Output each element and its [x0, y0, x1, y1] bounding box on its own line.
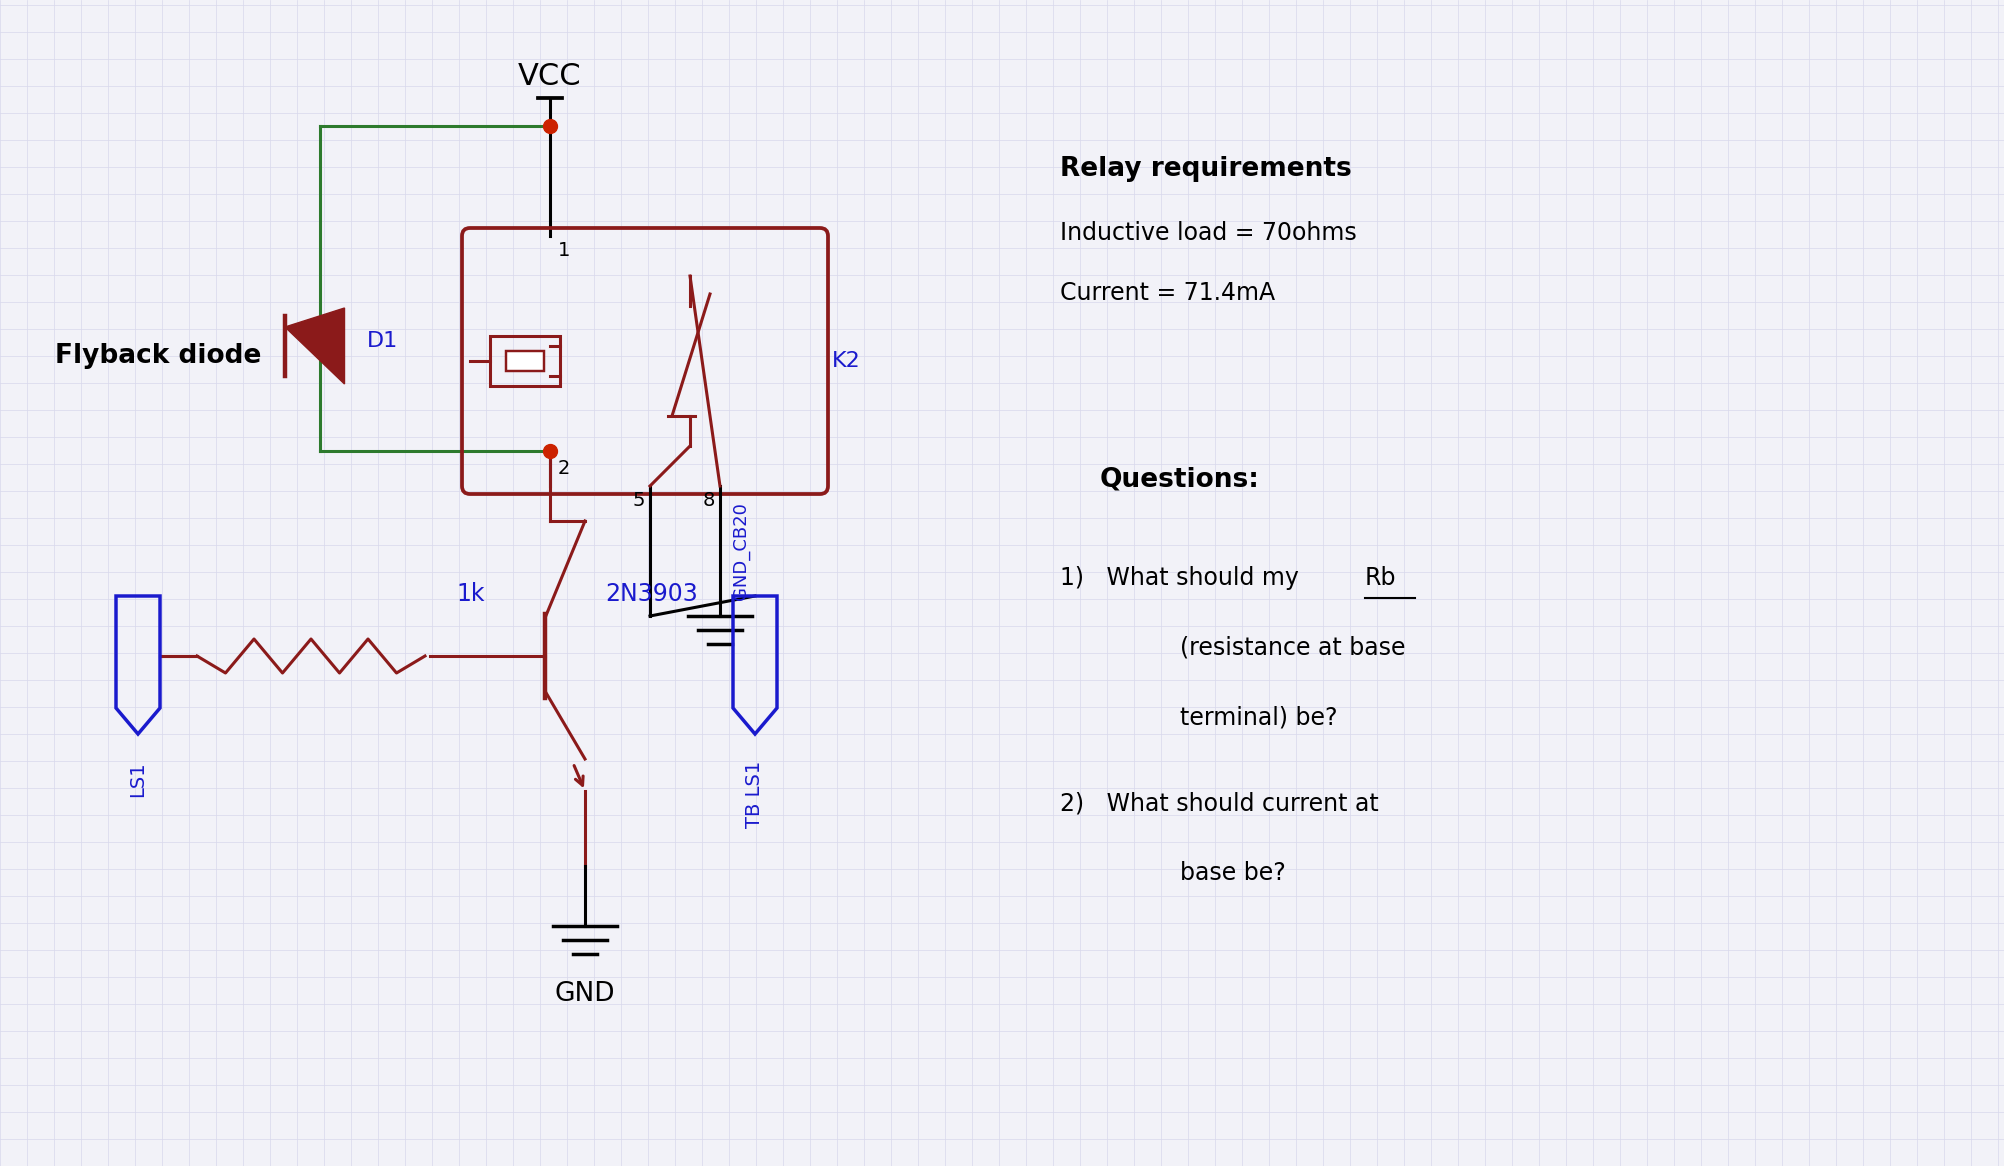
Text: (resistance at base: (resistance at base: [1180, 635, 1405, 660]
Text: 2: 2: [557, 459, 571, 478]
Text: 2)   What should current at: 2) What should current at: [1060, 791, 1379, 815]
Text: 1k: 1k: [457, 582, 485, 606]
Text: Inductive load = 70ohms: Inductive load = 70ohms: [1060, 222, 1357, 245]
Text: 1)   What should my: 1) What should my: [1060, 566, 1307, 590]
Text: base be?: base be?: [1180, 861, 1287, 885]
Text: 5: 5: [633, 491, 645, 510]
Bar: [491, 336, 559, 386]
Text: Relay requirements: Relay requirements: [1060, 156, 1353, 182]
Bar: [505, 351, 545, 371]
Text: Rb: Rb: [1365, 566, 1397, 590]
Text: 1: 1: [557, 241, 571, 260]
Text: 2N3903: 2N3903: [605, 582, 697, 606]
Text: Current = 71.4mA: Current = 71.4mA: [1060, 281, 1275, 305]
Text: VCC: VCC: [519, 62, 581, 91]
Text: GND_CB20: GND_CB20: [731, 503, 749, 600]
Text: K2: K2: [832, 351, 862, 371]
Text: GND: GND: [555, 981, 615, 1007]
Text: TB LS1: TB LS1: [745, 761, 764, 828]
Text: 8: 8: [703, 491, 715, 510]
Polygon shape: [285, 308, 345, 384]
Text: Flyback diode: Flyback diode: [54, 343, 261, 368]
Text: terminal) be?: terminal) be?: [1180, 705, 1337, 730]
Text: Questions:: Questions:: [1100, 466, 1261, 492]
Text: LS1: LS1: [128, 761, 148, 796]
Text: D1: D1: [367, 331, 399, 351]
